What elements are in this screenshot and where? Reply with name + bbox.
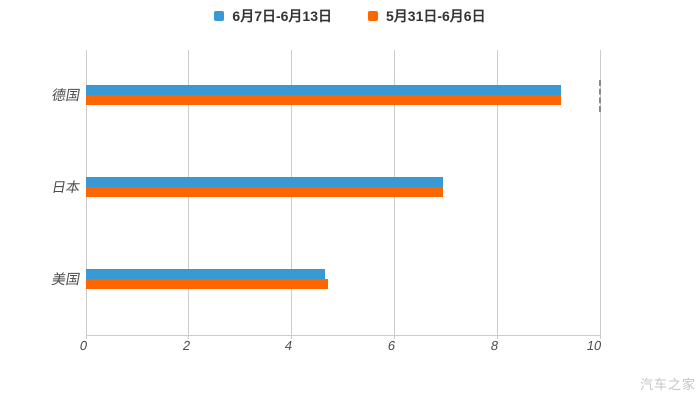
axis-tick: [599, 335, 601, 339]
bar: [86, 187, 444, 197]
x-axis-tick-label: 8: [489, 338, 500, 353]
axis-tick: [291, 335, 293, 339]
mark-line-dashed-icon: [599, 80, 601, 112]
legend-marker-orange-icon: [368, 11, 378, 21]
x-axis-tick-label: 0: [78, 338, 89, 353]
legend-label: 6月7日-6月13日: [232, 8, 332, 24]
legend: 6月7日-6月13日 5月31日-6月6日: [0, 5, 700, 27]
bar: [86, 269, 325, 279]
x-axis-tick-label: 2: [181, 338, 192, 353]
y-axis-category-label: 德国: [50, 87, 82, 103]
y-axis-category-label: 日本: [50, 179, 82, 195]
axis-tick: [85, 335, 87, 339]
y-axis-category-label: 美国: [50, 271, 82, 287]
x-axis-tick-label: 10: [585, 338, 603, 353]
watermark: 汽车之家: [639, 377, 696, 392]
legend-marker-blue-icon: [214, 11, 225, 21]
gridline: [496, 50, 498, 335]
axis-tick: [188, 335, 190, 339]
legend-label: 5月31日-6月6日: [386, 8, 486, 24]
gridline: [599, 50, 601, 335]
x-axis-line: [86, 335, 600, 336]
x-axis-tick-label: 6: [386, 338, 397, 353]
x-axis-tick-label: 4: [284, 338, 294, 353]
bar: [86, 279, 328, 289]
axis-tick: [393, 335, 395, 339]
bar: [86, 177, 444, 187]
axis-tick: [496, 335, 498, 339]
legend-item-week2[interactable]: 6月7日-6月13日: [214, 6, 332, 26]
bar: [86, 95, 562, 105]
bar: [86, 85, 562, 95]
legend-item-week1[interactable]: 5月31日-6月6日: [368, 6, 486, 26]
